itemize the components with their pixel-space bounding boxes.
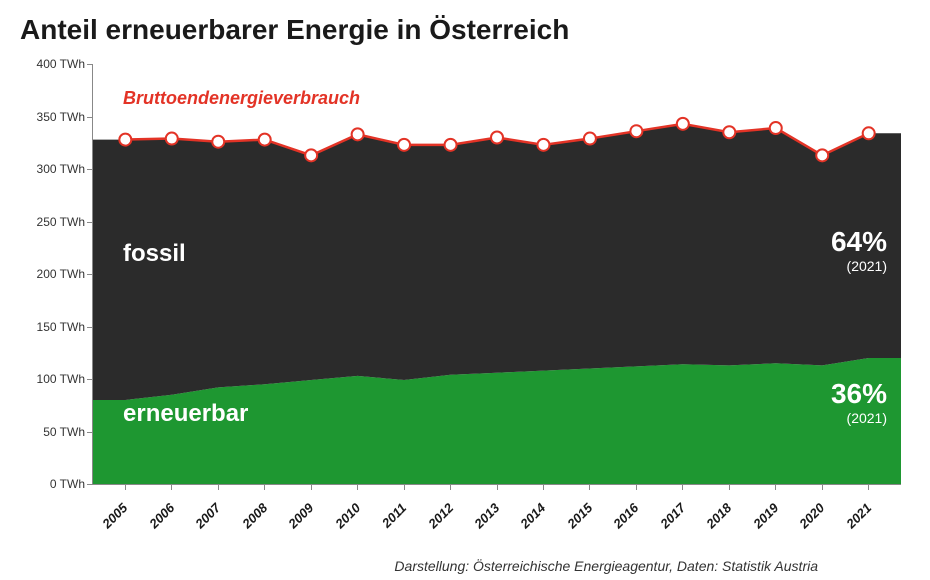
total-marker	[630, 125, 642, 137]
total-marker	[677, 118, 689, 130]
x-tick	[589, 484, 590, 490]
y-tick-label: 250 TWh	[15, 216, 85, 228]
y-tick-label: 300 TWh	[15, 163, 85, 175]
x-tick-label: 2006	[146, 500, 177, 531]
total-marker	[863, 127, 875, 139]
total-marker	[537, 139, 549, 151]
total-marker	[445, 139, 457, 151]
x-tick-label: 2018	[704, 500, 735, 531]
x-tick	[125, 484, 126, 490]
x-tick	[543, 484, 544, 490]
total-marker	[723, 126, 735, 138]
area-label-fossil: fossil	[123, 240, 186, 268]
x-tick-label: 2021	[843, 500, 874, 531]
y-tick-label: 100 TWh	[15, 373, 85, 385]
x-tick-label: 2012	[425, 500, 456, 531]
total-marker	[119, 134, 131, 146]
chart-title: Anteil erneuerbarer Energie in Österreic…	[20, 14, 912, 46]
y-tick-label: 200 TWh	[15, 268, 85, 280]
y-tick-label: 0 TWh	[15, 478, 85, 490]
x-tick	[311, 484, 312, 490]
x-tick	[822, 484, 823, 490]
line-series-label: Bruttoendenergieverbrauch	[123, 88, 360, 109]
x-tick-label: 2010	[332, 500, 363, 531]
x-tick-label: 2009	[285, 500, 316, 531]
chart-caption: Darstellung: Österreichische Energieagen…	[394, 558, 818, 574]
pct-fossil-year: (2021)	[831, 258, 887, 274]
plot-frame: Bruttoendenergieverbrauch fossil erneuer…	[92, 64, 901, 485]
pct-renewable-value: 36%	[831, 380, 887, 408]
y-tick-label: 150 TWh	[15, 321, 85, 333]
area-fossil	[93, 124, 901, 400]
x-tick-label: 2008	[239, 500, 270, 531]
x-tick-label: 2017	[657, 500, 688, 531]
chart-area: Bruttoendenergieverbrauch fossil erneuer…	[92, 64, 900, 484]
total-marker	[816, 149, 828, 161]
x-tick	[682, 484, 683, 490]
x-tick-label: 2015	[564, 500, 595, 531]
x-tick	[357, 484, 358, 490]
x-tick	[264, 484, 265, 490]
total-marker	[352, 128, 364, 140]
total-marker	[770, 122, 782, 134]
area-label-renewable: erneuerbar	[123, 400, 248, 428]
x-tick	[450, 484, 451, 490]
x-tick	[497, 484, 498, 490]
x-tick	[171, 484, 172, 490]
pct-fossil: 64% (2021)	[831, 228, 887, 274]
x-tick-label: 2019	[750, 500, 781, 531]
total-marker	[259, 134, 271, 146]
x-tick	[868, 484, 869, 490]
total-marker	[305, 149, 317, 161]
x-tick-label: 2007	[192, 500, 223, 531]
x-tick	[729, 484, 730, 490]
total-marker	[398, 139, 410, 151]
total-marker	[491, 132, 503, 144]
x-tick	[636, 484, 637, 490]
pct-renewable-year: (2021)	[831, 410, 887, 426]
y-tick-label: 400 TWh	[15, 58, 85, 70]
x-tick	[218, 484, 219, 490]
x-tick-label: 2013	[471, 500, 502, 531]
x-tick	[404, 484, 405, 490]
x-tick-label: 2005	[100, 500, 131, 531]
x-tick-label: 2016	[611, 500, 642, 531]
total-marker	[584, 133, 596, 145]
x-tick-label: 2011	[379, 500, 409, 530]
x-tick-label: 2014	[518, 500, 549, 531]
x-tick	[775, 484, 776, 490]
pct-fossil-value: 64%	[831, 228, 887, 256]
total-marker	[212, 136, 224, 148]
pct-renewable: 36% (2021)	[831, 380, 887, 426]
total-marker	[166, 133, 178, 145]
y-tick-label: 350 TWh	[15, 111, 85, 123]
x-tick-label: 2020	[796, 500, 827, 531]
y-tick-label: 50 TWh	[15, 426, 85, 438]
